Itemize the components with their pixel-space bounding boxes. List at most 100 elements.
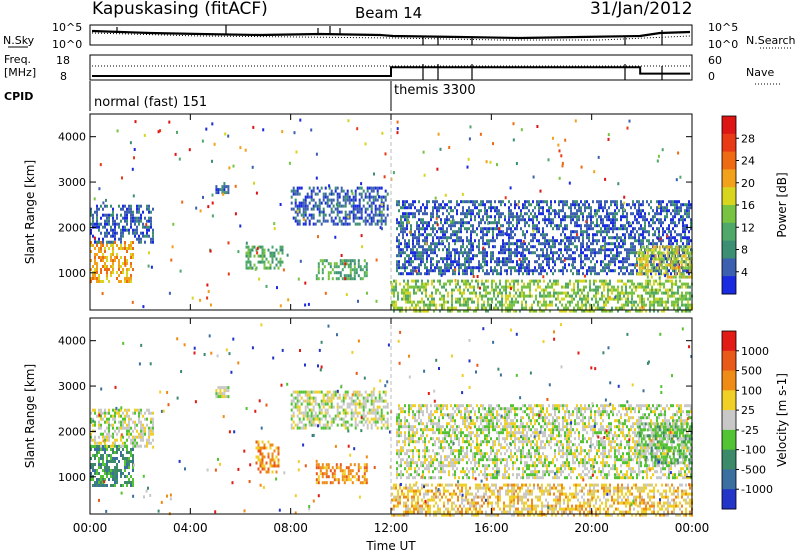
velocity-colorbar-segment (722, 449, 736, 470)
nave-tick-top: 60 (708, 54, 722, 67)
x-tick-label: 16:00 (474, 521, 509, 535)
power-y-tick-label: 1000 (58, 267, 86, 280)
velocity-echo-region (90, 408, 154, 448)
velocity-colorbar-segment (722, 331, 736, 352)
velocity-colorbar-tick-label: 100 (741, 384, 762, 397)
noise-sky-label: N.Sky (3, 34, 35, 47)
freq-trace (92, 66, 690, 77)
x-tick-label: 00:00 (73, 521, 108, 535)
power-colorbar-segment (722, 240, 736, 259)
velocity-colorbar-segment (722, 429, 736, 451)
power-scatter-echoes (93, 118, 689, 311)
velocity-colorbar-segment (722, 370, 736, 391)
power-echo-region (396, 200, 692, 276)
freq-panel-frame (89, 54, 693, 81)
power-colorbar-tick-label: 16 (741, 199, 755, 212)
power-colorbar-segment (722, 258, 736, 277)
power-colorbar-segment (722, 116, 736, 135)
velocity-y-tick-label: 4000 (58, 335, 86, 348)
power-echo-region (290, 186, 389, 226)
velocity-colorbar-tick-label: -25 (741, 424, 759, 437)
date-title: 31/Jan/2012 (590, 0, 693, 19)
power-panel: 1000 2000 3000 4000 Slant Range [km] 4 8 12 16 20… (23, 113, 789, 313)
velocity-colorbar-tick-label: 1000 (741, 345, 769, 358)
freq-spikes (422, 64, 663, 80)
noise-spikes (116, 25, 663, 45)
cpid-label: CPID (4, 90, 33, 103)
freq-unit-label: [MHz] (4, 66, 36, 79)
x-tick-label: 12:00 (374, 521, 409, 535)
velocity-colorbar-tick-label: 25 (741, 404, 755, 417)
x-tick-label: 08:00 (273, 521, 308, 535)
x-tick-label: 04:00 (173, 521, 208, 535)
velocity-colorbar-segment (722, 489, 736, 510)
power-colorbar-segment (722, 205, 736, 224)
power-colorbar-tick-label: 12 (741, 221, 755, 234)
noise-tick-left-top: 10^5 (52, 21, 82, 34)
power-echo-region (90, 204, 154, 244)
noise-search-label: N.Search (746, 34, 796, 47)
velocity-panel: 1000 2000 3000 4000 Slant Range [km] 00:00 04:… (23, 317, 789, 535)
power-y-tick-label: 2000 (58, 221, 86, 234)
station-title: Kapuskasing (fitACF) (92, 0, 268, 19)
noise-panel-frame (89, 24, 693, 46)
power-echo-region (245, 245, 284, 270)
velocity-colorbar-tick-label: -500 (741, 463, 766, 476)
power-echoes (90, 118, 693, 313)
freq-tick-bottom: 8 (60, 70, 67, 83)
velocity-echoes (90, 323, 693, 517)
velocity-colorbar-segment (722, 469, 736, 490)
noise-tick-right-top: 10^5 (708, 21, 738, 34)
power-colorbar-segment (722, 151, 736, 170)
velocity-colorbar-label: Velocity [m s-1] (775, 373, 789, 467)
power-echo-region (215, 182, 230, 195)
velocity-echo-region (90, 445, 134, 487)
power-colorbar-tick-label: 4 (741, 266, 748, 279)
velocity-echo-region (391, 483, 693, 517)
velocity-colorbar-frame (721, 330, 737, 510)
velocity-echo-region (396, 404, 692, 480)
power-echo-region (391, 279, 693, 313)
power-y-tick-label: 3000 (58, 176, 86, 189)
velocity-y-tick-label: 1000 (58, 471, 86, 484)
velocity-colorbar-tick-label: -1000 (741, 483, 773, 496)
power-colorbar-tick-label: 24 (741, 155, 755, 168)
power-colorbar-tick-label: 28 (741, 132, 755, 145)
power-colorbar-segment (722, 169, 736, 188)
beam-title: Beam 14 (355, 4, 422, 22)
power-colorbar-segment (722, 187, 736, 206)
velocity-scatter-echoes (92, 323, 693, 516)
velocity-colorbar-segment (722, 390, 736, 411)
velocity-colorbar-segment (722, 410, 736, 431)
power-colorbar-tick-label: 8 (741, 244, 748, 257)
noise-search-trace (91, 32, 691, 41)
power-colorbar-segment (722, 133, 736, 153)
power-y-axis-label: Slant Range [km] (23, 160, 37, 264)
x-tick-label: 20:00 (574, 521, 609, 535)
freq-step-line (92, 66, 690, 77)
velocity-echo-region (215, 386, 230, 399)
x-tick-label: 00:00 (675, 521, 710, 535)
velocity-y-tick-label: 3000 (58, 380, 86, 393)
cpid-mode-themis: themis 3300 (394, 83, 476, 98)
velocity-echo-region (290, 390, 389, 430)
velocity-colorbar-tick-label: 500 (741, 365, 762, 378)
power-echo-region (315, 259, 368, 281)
cpid-mode-normal: normal (fast) 151 (94, 95, 207, 110)
power-echo-region (90, 241, 134, 283)
velocity-echo-region (315, 463, 368, 485)
velocity-y-axis-label: Slant Range [km] (23, 364, 37, 468)
velocity-y-tick-label: 2000 (58, 425, 86, 438)
power-colorbar-segment (722, 222, 736, 242)
power-y-tick-label: 4000 (58, 131, 86, 144)
velocity-colorbar-tick-label: -100 (741, 444, 766, 457)
x-axis-label: Time UT (365, 539, 416, 553)
velocity-colorbar-segment (722, 350, 736, 372)
velocity-echo-region (255, 440, 280, 474)
noise-sky-trace (91, 29, 691, 40)
velocity-echo-region (636, 422, 693, 465)
nave-label: Nave (746, 66, 774, 79)
freq-label: Freq. (4, 53, 31, 66)
noise-tick-left-bottom: 10^0 (52, 38, 82, 51)
